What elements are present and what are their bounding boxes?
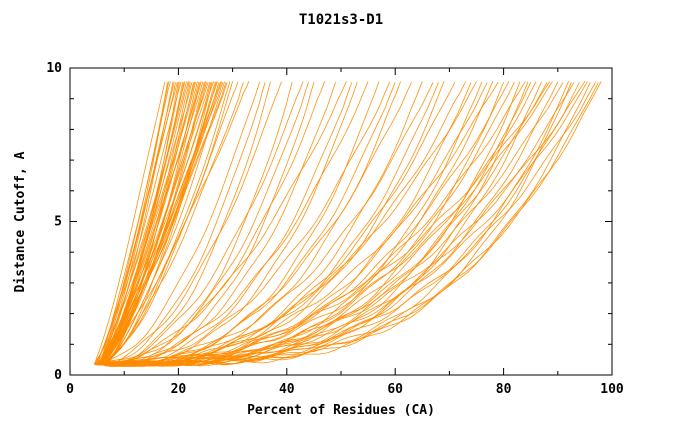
x-tick-label: 40 [279, 382, 295, 397]
gdt-curve [101, 81, 223, 364]
gdt-curve [101, 81, 231, 365]
gdt-curve [98, 81, 200, 365]
y-tick-label: 5 [54, 215, 62, 230]
gdt-curve [97, 81, 222, 365]
gdt-curve [98, 81, 401, 367]
gdt-curve [101, 81, 510, 366]
gdt-curve [103, 82, 591, 367]
curves-layer [93, 81, 602, 367]
x-tick-label: 60 [387, 382, 403, 397]
gdt-curve [101, 81, 189, 365]
gdt-curve [98, 82, 266, 365]
gdt-curve [102, 82, 211, 365]
x-tick-label: 0 [66, 382, 74, 397]
gdt-curve [98, 81, 225, 365]
x-axis-label: Percent of Residues (CA) [247, 403, 435, 418]
gdt-curve [100, 81, 250, 366]
x-tick-label: 20 [171, 382, 187, 397]
gdt-curve [97, 81, 423, 367]
gdt-curve [98, 81, 261, 365]
chart-title: T1021s3-D1 [299, 12, 383, 28]
gdt-curve [95, 81, 282, 366]
gdt-curve [97, 81, 178, 364]
gdt-curve [98, 81, 551, 366]
gdt-curve [98, 82, 599, 367]
gdt-curve [97, 81, 304, 365]
gdt-curve [94, 82, 336, 366]
y-tick-label: 0 [54, 368, 62, 383]
ticks-layer [69, 67, 613, 376]
gdt-curve [99, 82, 227, 366]
gdt-curve [101, 81, 187, 365]
gdt-curve [94, 82, 548, 367]
gdt-curve [101, 81, 553, 366]
gdt-curve [95, 81, 499, 366]
gdt-curve [96, 81, 186, 365]
gdt-curve [94, 81, 166, 365]
gdt-curve [100, 82, 353, 367]
gdt-curve [95, 82, 194, 365]
gdt-curve [97, 82, 572, 367]
y-axis-label: Distance Cutoff, A [13, 151, 28, 292]
gdt-curve [101, 81, 326, 367]
x-tick-label: 100 [600, 382, 624, 397]
x-tick-label: 80 [496, 382, 512, 397]
y-tick-label: 10 [46, 61, 62, 76]
tick-labels-layer: 0 20 40 60 80 100 0 5 10 [46, 61, 624, 397]
gdt-curve [100, 81, 205, 366]
gdt-curve [97, 81, 369, 367]
gdt-curve [98, 81, 347, 365]
gdt-curve [99, 81, 597, 367]
